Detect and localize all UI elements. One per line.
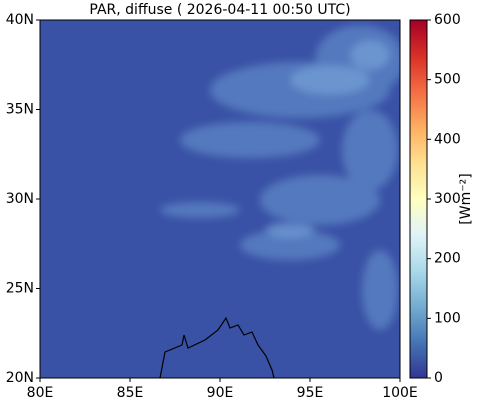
x-tick-label: 95E [297,385,324,401]
x-tick-label: 100E [382,385,418,401]
x-tick-label: 90E [207,385,234,401]
field [40,20,400,378]
colorbar-tick-label: 500 [434,72,461,88]
y-tick-label: 35N [6,102,34,118]
x-tick-label: 80E [27,385,54,401]
y-tick-label: 20N [6,370,34,386]
colorbar-label: [Wm⁻²] [458,173,474,224]
x-tick-label: 85E [117,385,144,401]
y-tick-label: 25N [6,281,34,297]
y-tick-label: 40N [6,12,34,28]
colorbar-tick-label: 100 [434,310,461,326]
axes: 80E 85E 90E 95E 100E 20N 25N 30N 35N 40N 0 100 200 30… [6,12,461,401]
colorbar-tick-label: 0 [434,370,443,386]
colorbar [409,19,428,379]
y-tick-label: 30N [6,191,34,207]
colorbar-tick-label: 300 [434,191,461,207]
map-title: PAR, diffuse ( 2026-04-11 00:50 UTC) [89,2,350,18]
colorbar-tick-label: 200 [434,251,461,267]
colorbar-tick-label: 400 [434,131,461,147]
colorbar-tick-label: 600 [434,12,461,28]
